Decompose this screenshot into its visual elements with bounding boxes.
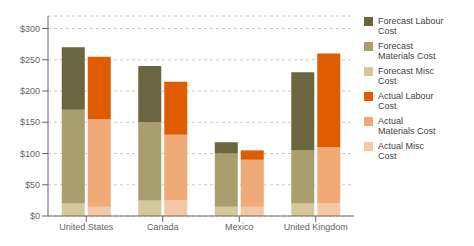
svg-text:$200: $200: [20, 86, 40, 96]
svg-text:$150: $150: [20, 117, 40, 127]
html-text:Forecast Misc Cost: Forecast Misc Cost: [378, 66, 434, 86]
html-text:Actual Materials Cost: Actual Materials Cost: [378, 116, 436, 136]
svg-text:$50: $50: [25, 180, 40, 190]
html-text:Forecast Materials Cost: Forecast Materials Cost: [378, 41, 436, 61]
html-text:Actual Misc Cost: Actual Misc Cost: [378, 141, 424, 161]
svg-text:$100: $100: [20, 149, 40, 159]
svg-text:Canada: Canada: [147, 222, 179, 232]
svg-text:$300: $300: [20, 24, 40, 34]
html-text:Actual Labour Cost: Actual Labour Cost: [378, 91, 434, 111]
html-text:Forecast Labour Cost: Forecast Labour Cost: [378, 16, 444, 36]
svg-text:United States: United States: [59, 222, 114, 232]
svg-text:$0: $0: [30, 211, 40, 221]
svg-text:$250: $250: [20, 55, 40, 65]
svg-text:Mexico: Mexico: [225, 222, 254, 232]
svg-text:United Kingdom: United Kingdom: [284, 222, 348, 232]
